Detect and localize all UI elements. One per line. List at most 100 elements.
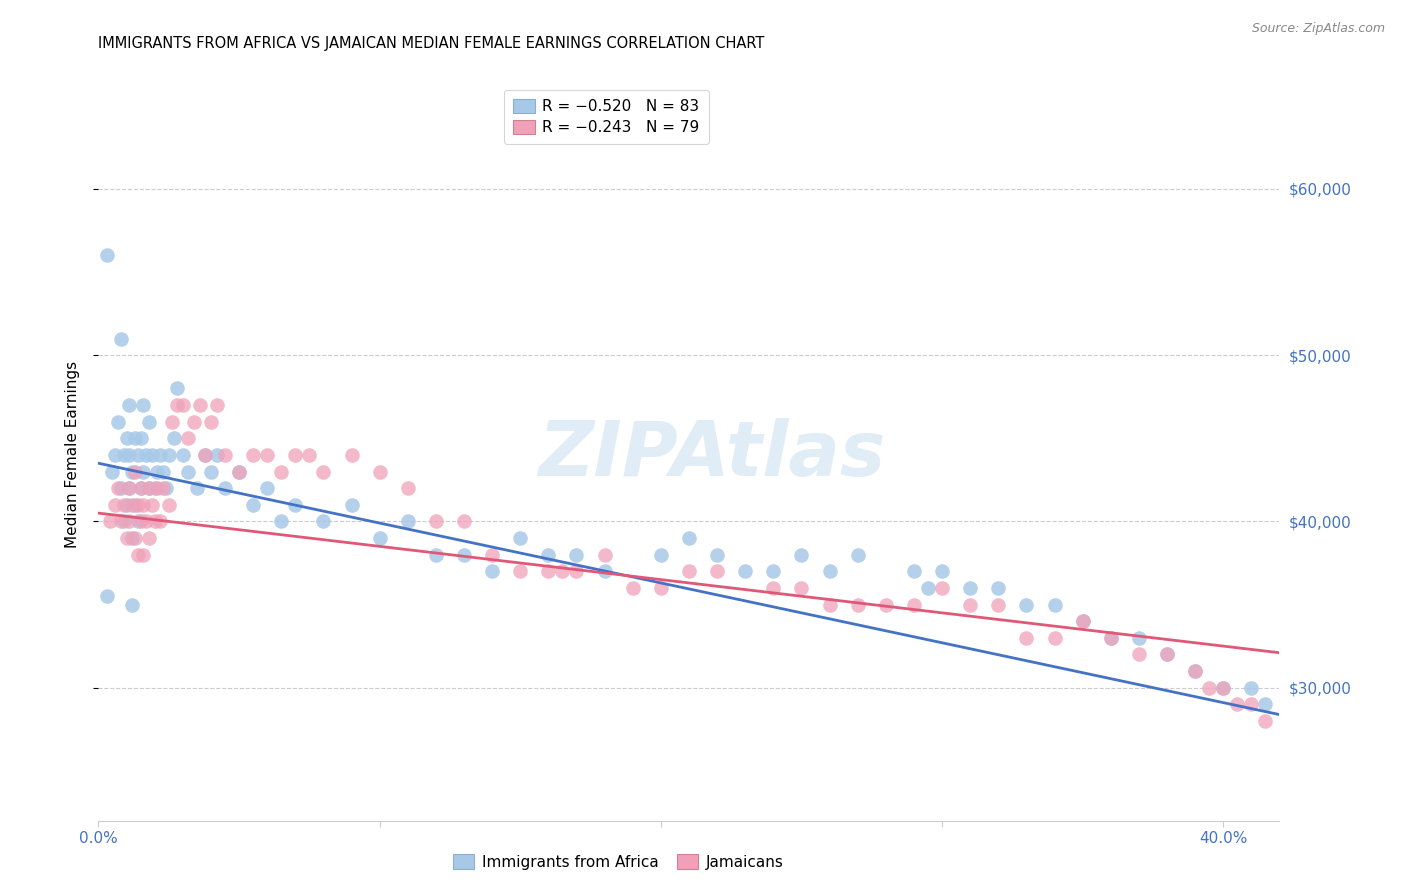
- Point: [256, 448, 278, 462]
- Point: [481, 548, 503, 562]
- Point: [931, 564, 953, 578]
- Point: [875, 598, 897, 612]
- Point: [107, 481, 129, 495]
- Point: [124, 498, 146, 512]
- Point: [118, 398, 141, 412]
- Point: [214, 448, 236, 462]
- Point: [1071, 614, 1094, 628]
- Point: [1128, 648, 1150, 662]
- Y-axis label: Median Female Earnings: Median Female Earnings: [65, 361, 80, 549]
- Point: [118, 481, 141, 495]
- Point: [146, 465, 169, 479]
- Point: [987, 598, 1010, 612]
- Legend: Immigrants from Africa, Jamaicans: Immigrants from Africa, Jamaicans: [443, 845, 793, 879]
- Text: Source: ZipAtlas.com: Source: ZipAtlas.com: [1251, 22, 1385, 36]
- Point: [152, 465, 174, 479]
- Text: ZIPAtlas: ZIPAtlas: [538, 418, 886, 491]
- Point: [172, 398, 194, 412]
- Point: [104, 498, 127, 512]
- Point: [200, 415, 222, 429]
- Point: [110, 515, 132, 529]
- Point: [425, 548, 447, 562]
- Point: [129, 515, 152, 529]
- Point: [1198, 681, 1220, 695]
- Point: [368, 531, 391, 545]
- Point: [453, 548, 475, 562]
- Point: [96, 589, 118, 603]
- Point: [124, 431, 146, 445]
- Point: [284, 498, 307, 512]
- Point: [1240, 681, 1263, 695]
- Point: [242, 448, 264, 462]
- Point: [903, 564, 925, 578]
- Point: [1043, 631, 1066, 645]
- Point: [121, 598, 143, 612]
- Point: [959, 581, 981, 595]
- Point: [1212, 681, 1234, 695]
- Point: [115, 498, 138, 512]
- Point: [127, 448, 149, 462]
- Point: [149, 448, 172, 462]
- Point: [107, 415, 129, 429]
- Point: [200, 465, 222, 479]
- Point: [312, 465, 335, 479]
- Point: [846, 598, 869, 612]
- Point: [132, 465, 155, 479]
- Point: [1184, 664, 1206, 678]
- Point: [141, 498, 163, 512]
- Point: [143, 481, 166, 495]
- Point: [104, 448, 127, 462]
- Point: [1015, 631, 1038, 645]
- Point: [987, 581, 1010, 595]
- Point: [1156, 648, 1178, 662]
- Point: [110, 332, 132, 346]
- Point: [115, 431, 138, 445]
- Point: [425, 515, 447, 529]
- Point: [453, 515, 475, 529]
- Point: [152, 481, 174, 495]
- Point: [132, 398, 155, 412]
- Point: [194, 448, 217, 462]
- Point: [650, 581, 672, 595]
- Point: [396, 515, 419, 529]
- Point: [509, 564, 531, 578]
- Point: [537, 548, 560, 562]
- Point: [593, 548, 616, 562]
- Point: [129, 481, 152, 495]
- Point: [396, 481, 419, 495]
- Point: [1071, 614, 1094, 628]
- Point: [127, 548, 149, 562]
- Point: [1254, 714, 1277, 728]
- Point: [340, 448, 363, 462]
- Point: [160, 415, 183, 429]
- Point: [650, 548, 672, 562]
- Point: [1226, 698, 1249, 712]
- Point: [270, 515, 292, 529]
- Point: [118, 515, 141, 529]
- Point: [101, 465, 124, 479]
- Point: [166, 381, 188, 395]
- Point: [138, 481, 160, 495]
- Point: [118, 481, 141, 495]
- Point: [177, 465, 200, 479]
- Point: [205, 448, 228, 462]
- Point: [790, 548, 813, 562]
- Point: [129, 431, 152, 445]
- Point: [818, 598, 841, 612]
- Point: [565, 548, 588, 562]
- Point: [110, 481, 132, 495]
- Point: [155, 481, 177, 495]
- Point: [163, 431, 186, 445]
- Text: IMMIGRANTS FROM AFRICA VS JAMAICAN MEDIAN FEMALE EARNINGS CORRELATION CHART: IMMIGRANTS FROM AFRICA VS JAMAICAN MEDIA…: [98, 36, 765, 51]
- Point: [1254, 698, 1277, 712]
- Point: [1099, 631, 1122, 645]
- Point: [132, 548, 155, 562]
- Point: [115, 531, 138, 545]
- Point: [1212, 681, 1234, 695]
- Point: [368, 465, 391, 479]
- Point: [706, 548, 728, 562]
- Point: [931, 581, 953, 595]
- Point: [98, 515, 121, 529]
- Point: [127, 498, 149, 512]
- Point: [121, 498, 143, 512]
